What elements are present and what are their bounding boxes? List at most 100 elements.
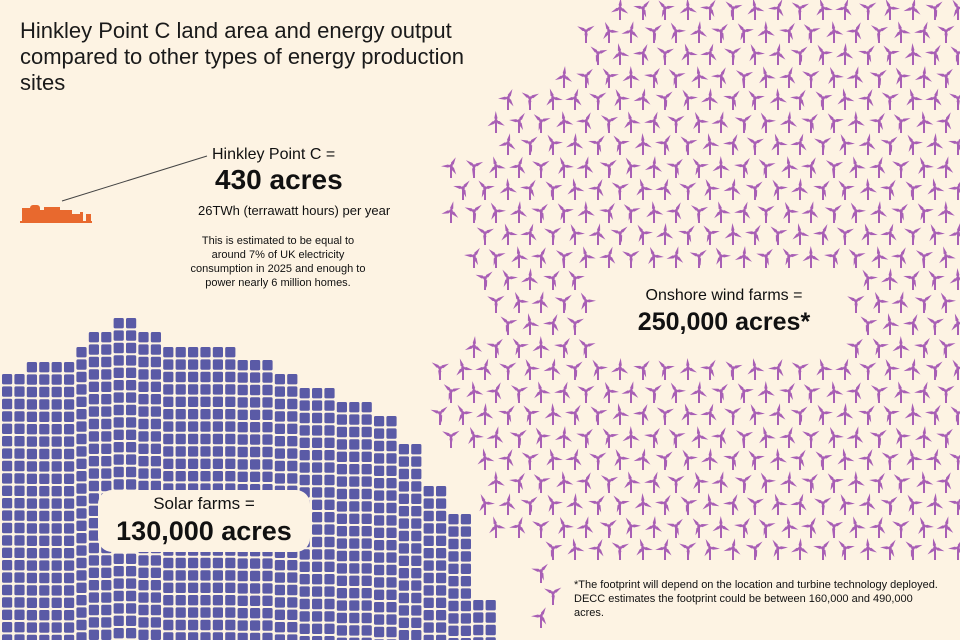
solar-panel-icon (51, 386, 62, 398)
wind-turbine-icon (734, 201, 751, 223)
wind-turbine-icon (835, 358, 852, 380)
wind-turbine-icon (600, 475, 619, 493)
solar-panel-icon (336, 402, 347, 413)
wind-turbine-icon (644, 427, 660, 448)
wind-turbine-icon (602, 428, 619, 448)
wind-turbine-icon (521, 268, 539, 290)
wind-turbine-icon (858, 133, 876, 155)
wind-turbine-icon (520, 496, 538, 515)
wind-turbine-icon (869, 201, 888, 223)
wind-turbine-icon (509, 156, 526, 178)
solar-panel-icon (26, 560, 37, 571)
wind-turbine-icon (656, 223, 674, 245)
solar-panel-icon (312, 549, 323, 560)
solar-panel-icon (423, 498, 434, 509)
wind-turbine-icon (666, 202, 682, 223)
wind-turbine-icon (622, 426, 640, 448)
wind-turbine-icon (836, 43, 854, 65)
wind-turbine-icon (849, 516, 866, 538)
solar-panel-icon (212, 384, 223, 395)
hinkley-note: This is estimated to be equal to around … (190, 235, 366, 289)
wind-turbine-icon (891, 247, 907, 268)
wind-turbine-icon (757, 21, 775, 43)
solar-panel-icon (250, 409, 261, 420)
solar-panel-icon (287, 572, 298, 583)
solar-panel-icon (212, 433, 223, 445)
wind-turbine-icon (725, 361, 743, 380)
solar-panel-icon (324, 549, 335, 560)
solar-panel-icon (386, 602, 397, 613)
wind-turbine-icon (610, 226, 628, 245)
solar-panel-icon (324, 437, 335, 448)
solar-panel-icon (101, 468, 112, 479)
solar-panel-icon (398, 630, 409, 640)
wind-turbine-icon (691, 66, 709, 88)
solar-panel-icon (14, 485, 25, 496)
solar-panel-icon (188, 619, 199, 631)
solar-panel-icon (287, 374, 298, 385)
solar-panel-icon (150, 555, 161, 566)
solar-panel-icon (101, 381, 112, 392)
solar-panel-icon (336, 612, 347, 624)
solar-panel-icon (39, 448, 50, 460)
solar-panel-icon (250, 583, 261, 594)
wind-turbine-icon (905, 541, 923, 560)
wind-turbine-icon (711, 427, 727, 448)
solar-panel-icon (64, 424, 75, 435)
solar-panel-icon (225, 607, 236, 618)
solar-panel-icon (51, 535, 62, 546)
wind-turbine-icon (756, 248, 773, 268)
solar-panel-icon (398, 493, 409, 504)
solar-panel-icon (386, 564, 397, 576)
solar-panel-icon (250, 397, 261, 408)
solar-panel-icon (88, 356, 99, 368)
solar-panel-icon (250, 434, 261, 445)
wind-turbine-icon (940, 292, 956, 313)
solar-panel-icon (212, 359, 223, 370)
wind-turbine-icon (633, 88, 651, 110)
solar-panel-icon (64, 473, 75, 484)
solar-panel-icon (2, 522, 13, 534)
wind-turbine-icon (655, 178, 672, 200)
solar-panel-icon (188, 409, 199, 420)
solar-panel-icon (473, 612, 484, 623)
solar-panel-icon (398, 481, 409, 492)
solar-panel-icon (324, 474, 335, 486)
wind-turbine-icon (546, 448, 563, 470)
solar-panel-icon (324, 536, 335, 548)
solar-panel-icon (436, 597, 447, 608)
wind-turbine-icon (599, 202, 615, 223)
solar-panel-icon (39, 610, 50, 621)
solar-panel-icon (101, 456, 112, 467)
solar-panel-icon (26, 424, 37, 435)
solar-panel-icon (188, 471, 199, 482)
solar-panel-icon (126, 330, 137, 341)
solar-panel-icon (436, 610, 447, 621)
wind-turbine-icon (771, 493, 788, 515)
solar-panel-icon (64, 448, 75, 460)
solar-panel-icon (150, 567, 161, 578)
solar-panel-icon (39, 386, 50, 398)
solar-panel-icon (361, 476, 372, 487)
solar-panel-icon (485, 637, 496, 640)
solar-panel-icon (188, 632, 199, 640)
wind-turbine-icon (772, 539, 788, 560)
solar-panel-icon (361, 563, 372, 574)
solar-panel-icon (14, 386, 25, 397)
solar-panel-icon (76, 371, 87, 383)
wind-turbine-icon (815, 91, 833, 110)
wind-turbine-icon (880, 136, 898, 155)
solar-panel-icon (287, 473, 298, 484)
solar-panel-icon (2, 485, 13, 496)
solar-panel-icon (26, 399, 37, 410)
wind-turbine-icon (679, 358, 697, 380)
wind-turbine-icon (588, 223, 606, 245)
solar-panel-icon (138, 468, 149, 479)
solar-panel-icon (324, 611, 335, 622)
wind-turbine-icon (545, 181, 563, 200)
solar-panel-icon (14, 374, 25, 385)
solar-panel-icon (26, 473, 37, 484)
solar-panel-icon (312, 450, 323, 461)
solar-panel-icon (274, 386, 285, 397)
solar-panel-icon (436, 572, 447, 584)
